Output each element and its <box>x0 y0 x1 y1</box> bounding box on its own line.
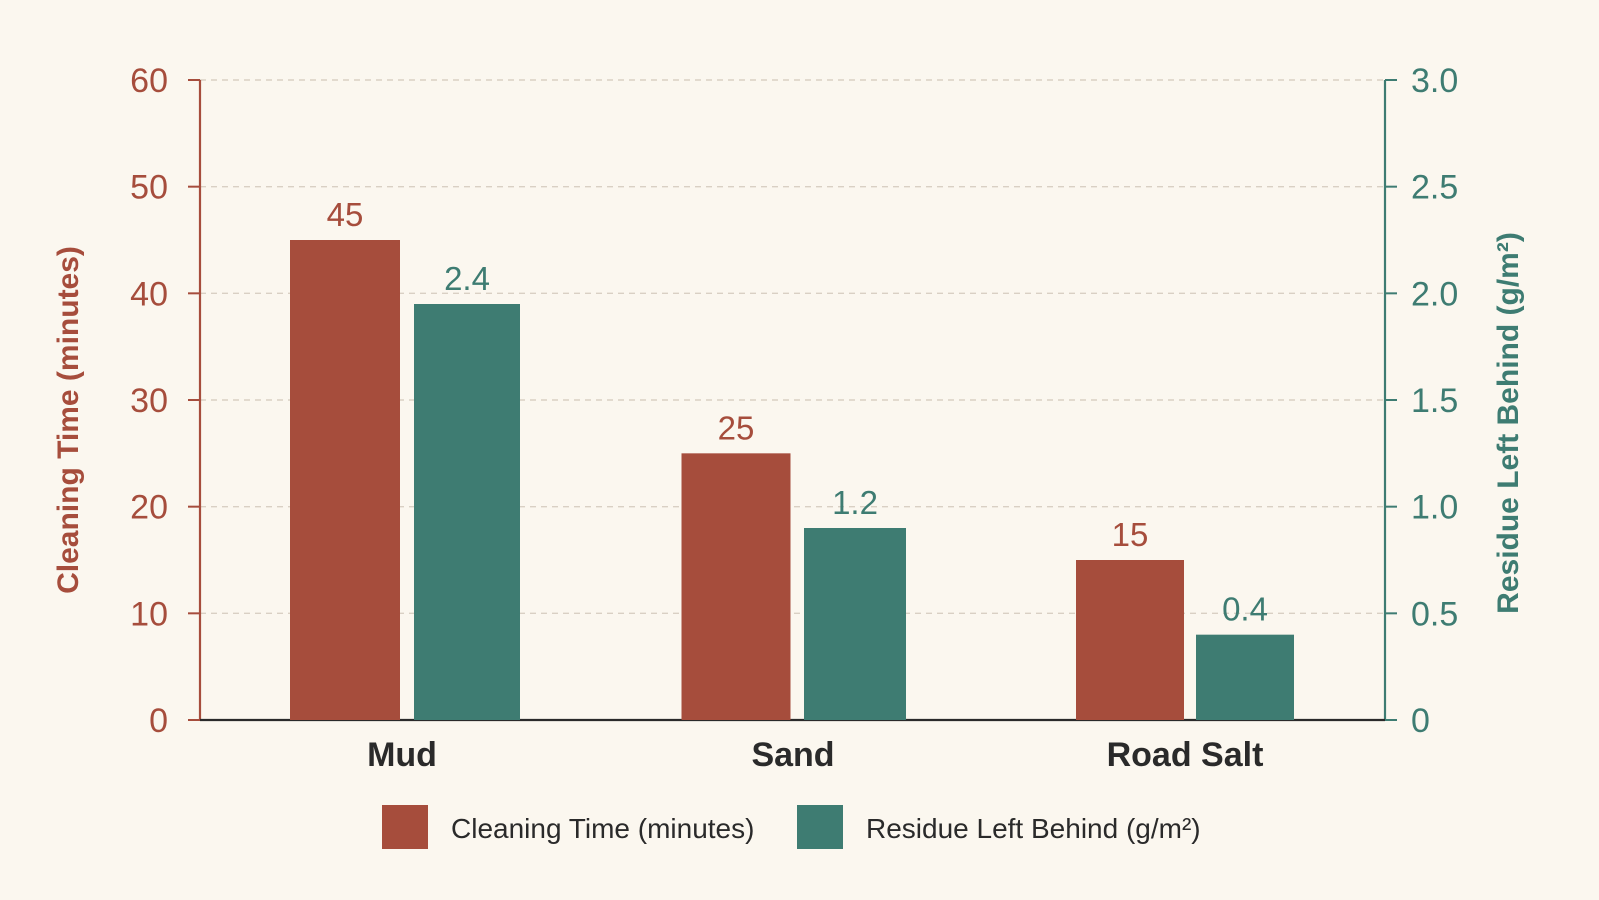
left-tick-label: 30 <box>130 382 168 420</box>
right-axis-title: Residue Left Behind (g/m²) <box>1492 232 1525 614</box>
left-tick-label: 20 <box>130 489 168 527</box>
left-axis-title: Cleaning Time (minutes) <box>52 246 85 594</box>
legend-label-residue: Residue Left Behind (g/m²) <box>866 813 1201 844</box>
bar-cleaning-time-road-salt <box>1076 560 1184 720</box>
left-tick-label: 40 <box>130 275 168 313</box>
right-tick-label: 0 <box>1411 702 1430 740</box>
bar-cleaning-time-mud <box>290 240 400 720</box>
data-label-residue: 0.4 <box>1222 591 1268 628</box>
bar-residue-mud <box>414 304 520 720</box>
right-tick-label: 0.5 <box>1411 595 1458 633</box>
left-tick-label: 0 <box>149 702 168 740</box>
right-tick-label: 1.5 <box>1411 382 1458 420</box>
category-label: Road Salt <box>1107 736 1264 774</box>
data-label-cleaning-time: 25 <box>718 409 755 446</box>
right-tick-label: 1.0 <box>1411 489 1458 527</box>
legend-swatch-cleaning-time <box>382 805 428 849</box>
right-tick-label: 3.0 <box>1411 62 1458 100</box>
bar-residue-road-salt <box>1196 634 1294 720</box>
right-tick-label: 2.5 <box>1411 169 1458 207</box>
left-tick-label: 60 <box>130 62 168 100</box>
legend-swatch-residue <box>797 805 843 849</box>
data-label-cleaning-time: 15 <box>1112 516 1149 553</box>
legend-label-cleaning-time: Cleaning Time (minutes) <box>451 813 754 844</box>
category-label: Mud <box>367 736 437 774</box>
data-label-residue: 1.2 <box>832 484 878 521</box>
bar-residue-sand <box>804 528 906 720</box>
left-tick-label: 50 <box>130 169 168 207</box>
category-label: Sand <box>751 736 834 774</box>
bar-cleaning-time-sand <box>681 453 791 720</box>
right-tick-label: 2.0 <box>1411 275 1458 313</box>
data-label-cleaning-time: 45 <box>327 196 364 233</box>
left-tick-label: 10 <box>130 595 168 633</box>
data-label-residue: 2.4 <box>444 260 490 297</box>
